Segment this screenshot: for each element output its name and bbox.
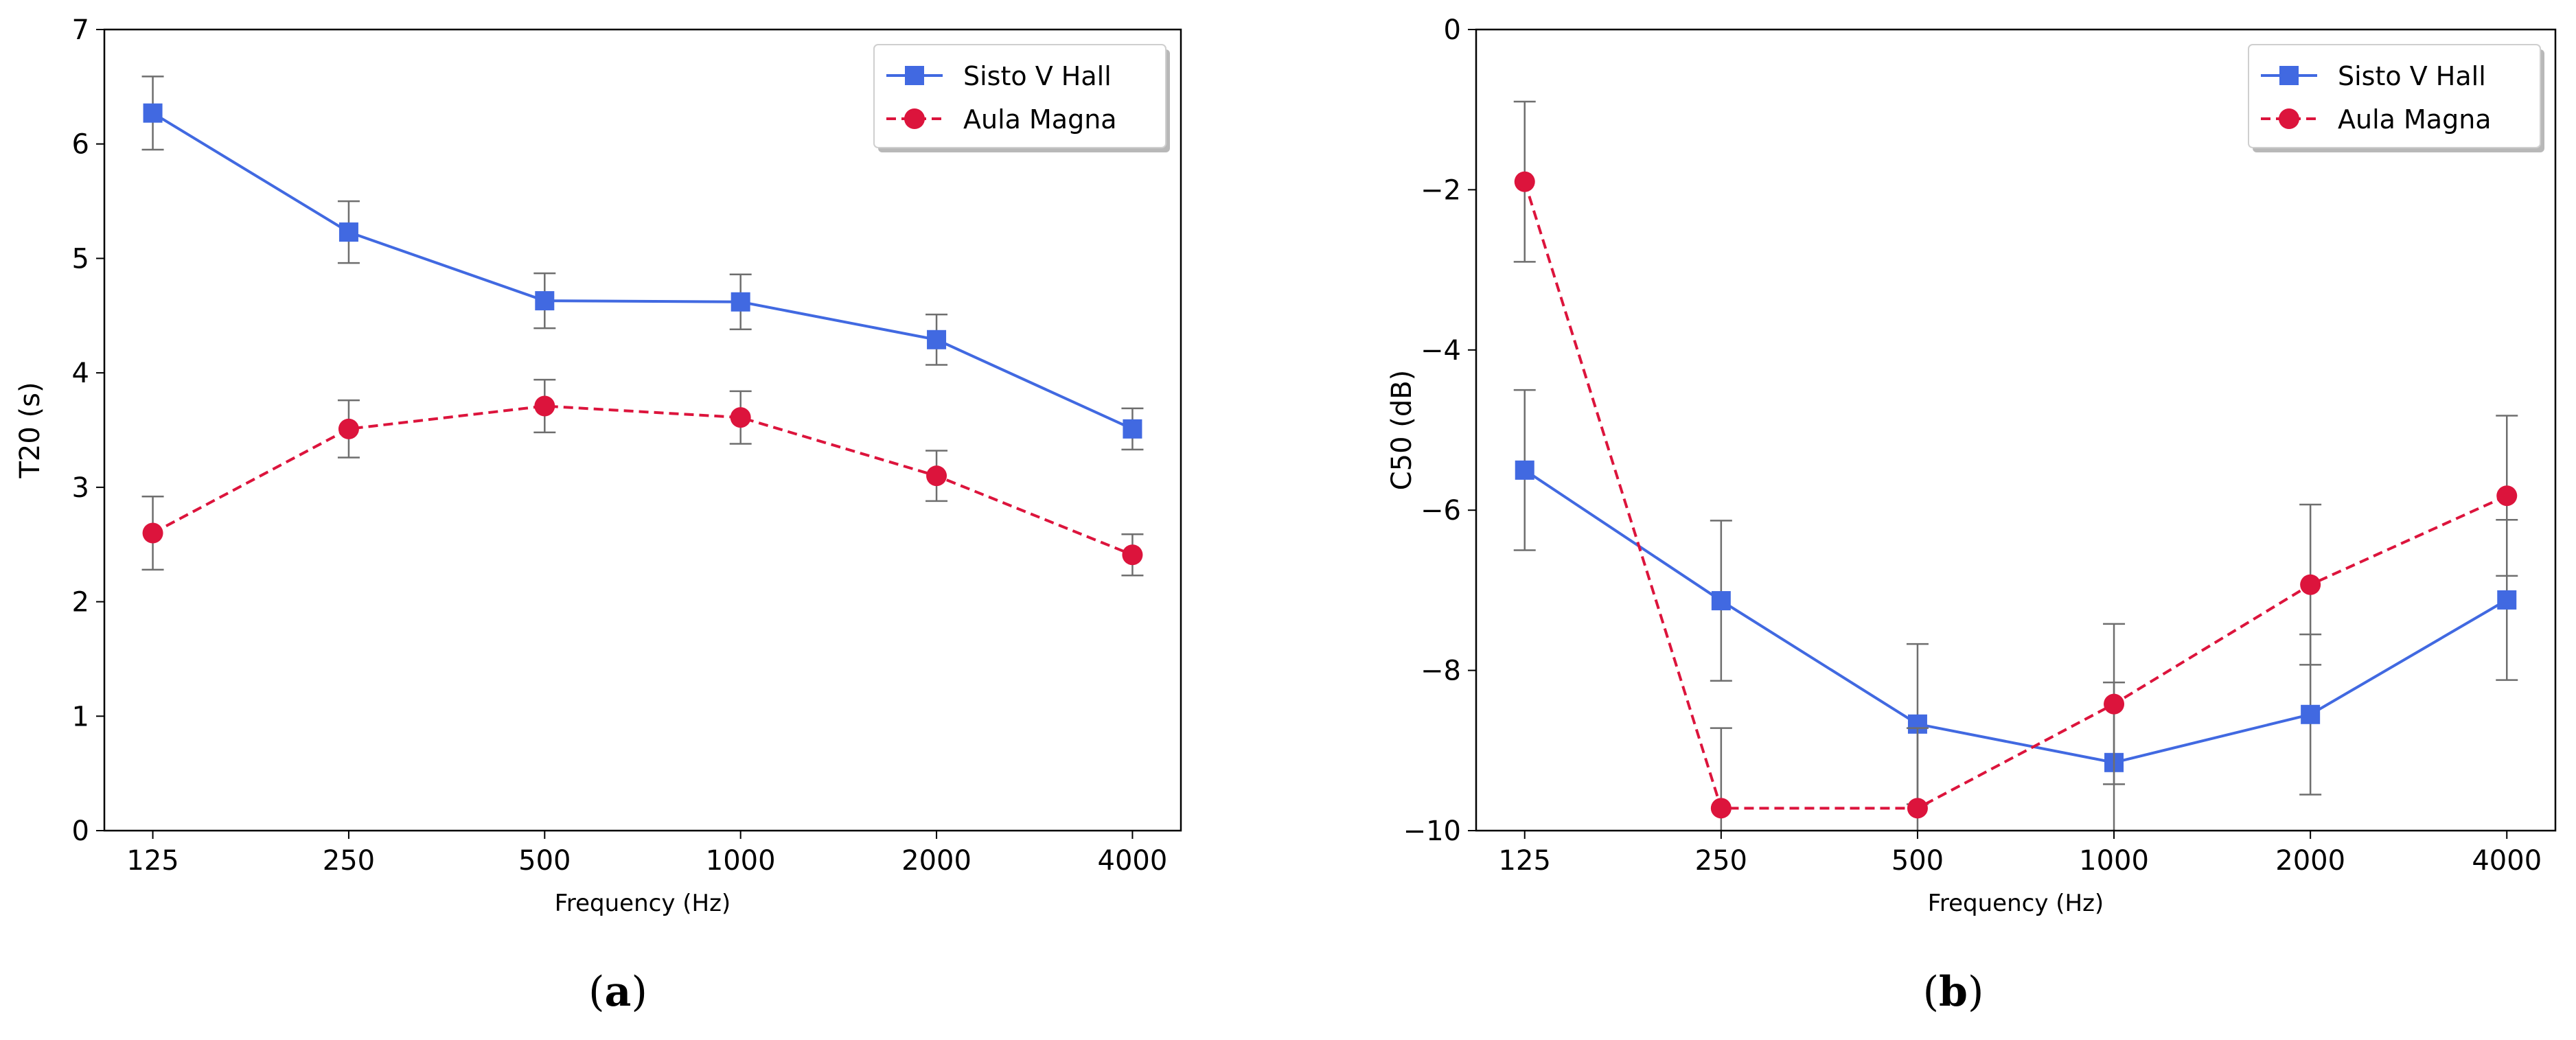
legend-marker — [904, 108, 925, 129]
y-tick-label: 3 — [72, 472, 89, 504]
data-point — [338, 222, 358, 242]
y-tick-label: −8 — [1421, 656, 1461, 687]
series-line — [1523, 469, 2508, 764]
legend-marker — [2279, 66, 2299, 85]
data-point — [2104, 693, 2125, 715]
x-tick-label: 250 — [1695, 845, 1747, 877]
series-aula-magna — [1513, 100, 2518, 831]
legend-box — [873, 44, 1166, 148]
data-point — [2496, 485, 2518, 507]
data-point — [2497, 590, 2517, 610]
data-point — [730, 407, 751, 428]
legend-label: Sisto V Hall — [963, 61, 1112, 91]
data-point — [143, 103, 163, 123]
x-tick-label: 125 — [1499, 845, 1551, 877]
x-axis-label: Frequency (Hz) — [555, 890, 731, 917]
data-point — [1123, 419, 1142, 439]
x-tick-label: 4000 — [2472, 845, 2542, 877]
data-point — [1514, 171, 1535, 192]
x-tick-label: 500 — [518, 845, 571, 877]
data-point — [535, 291, 555, 311]
y-tick-label: −4 — [1421, 335, 1461, 367]
legend: Sisto V Hall Aula Magna — [873, 44, 1170, 152]
y-tick-label: 1 — [72, 701, 89, 732]
x-tick-label: 4000 — [1098, 845, 1168, 877]
series-sisto-v-hall — [1513, 389, 2518, 831]
y-tick-label: 7 — [72, 14, 89, 46]
chart-b: −10 −8 −6 −4 −2 0 125 250 500 1000 2000 4000 Frequen… — [1386, 14, 2557, 1016]
y-tick-label: 2 — [72, 587, 89, 619]
x-axis-label: Frequency (Hz) — [1928, 890, 2104, 917]
data-point — [926, 465, 947, 487]
data-point — [1122, 544, 1143, 566]
series-aula-magna — [141, 378, 1144, 577]
x-tick-label: 1000 — [706, 845, 776, 877]
data-point — [1515, 460, 1534, 480]
data-point — [927, 330, 947, 349]
panel-caption: (a) — [588, 968, 647, 1016]
y-axis-label: T20 (s) — [14, 382, 46, 478]
data-point — [2300, 574, 2321, 595]
y-tick-label: 0 — [72, 816, 89, 847]
panel-caption: (b) — [1923, 968, 1984, 1016]
series-line — [152, 404, 1134, 557]
x-tick-label: 500 — [1891, 845, 1944, 877]
chart-a: 0 1 2 3 4 5 6 7 125 250 500 1000 2000 4000 Frequency (… — [14, 14, 1182, 1016]
data-point — [731, 292, 750, 312]
series-sisto-v-hall — [141, 76, 1144, 451]
x-tick-label: 250 — [323, 845, 375, 877]
legend-label: Aula Magna — [963, 104, 1117, 135]
legend-label: Sisto V Hall — [2338, 61, 2486, 91]
plot-frame — [103, 28, 1182, 832]
x-tick-label: 1000 — [2079, 845, 2149, 877]
legend: Sisto V Hall Aula Magna — [2248, 44, 2544, 152]
y-tick-label: 6 — [72, 129, 89, 161]
x-tick-label: 125 — [126, 845, 179, 877]
data-point — [142, 522, 163, 544]
data-point — [338, 418, 359, 439]
plot-frame — [1475, 28, 2557, 832]
y-tick-label: −6 — [1421, 495, 1461, 527]
y-tick-label: 0 — [1444, 14, 1461, 46]
data-point — [2301, 704, 2321, 724]
y-tick-label: −2 — [1421, 174, 1461, 206]
x-tick-label: 2000 — [2275, 845, 2345, 877]
y-tick-label: −10 — [1403, 816, 1461, 847]
legend-box — [2248, 44, 2541, 148]
series-line — [152, 111, 1134, 430]
legend-label: Aula Magna — [2338, 104, 2492, 135]
data-point — [534, 395, 555, 417]
data-point — [1907, 798, 1928, 819]
y-axis-label: C50 (dB) — [1386, 370, 1418, 491]
series-line — [1523, 181, 2508, 810]
y-tick-label: 5 — [72, 243, 89, 275]
legend-marker — [905, 66, 924, 85]
data-point — [1711, 591, 1731, 611]
y-tick-label: 4 — [72, 358, 89, 389]
x-tick-label: 2000 — [901, 845, 971, 877]
legend-marker — [2279, 108, 2299, 129]
data-point — [1710, 798, 1732, 819]
